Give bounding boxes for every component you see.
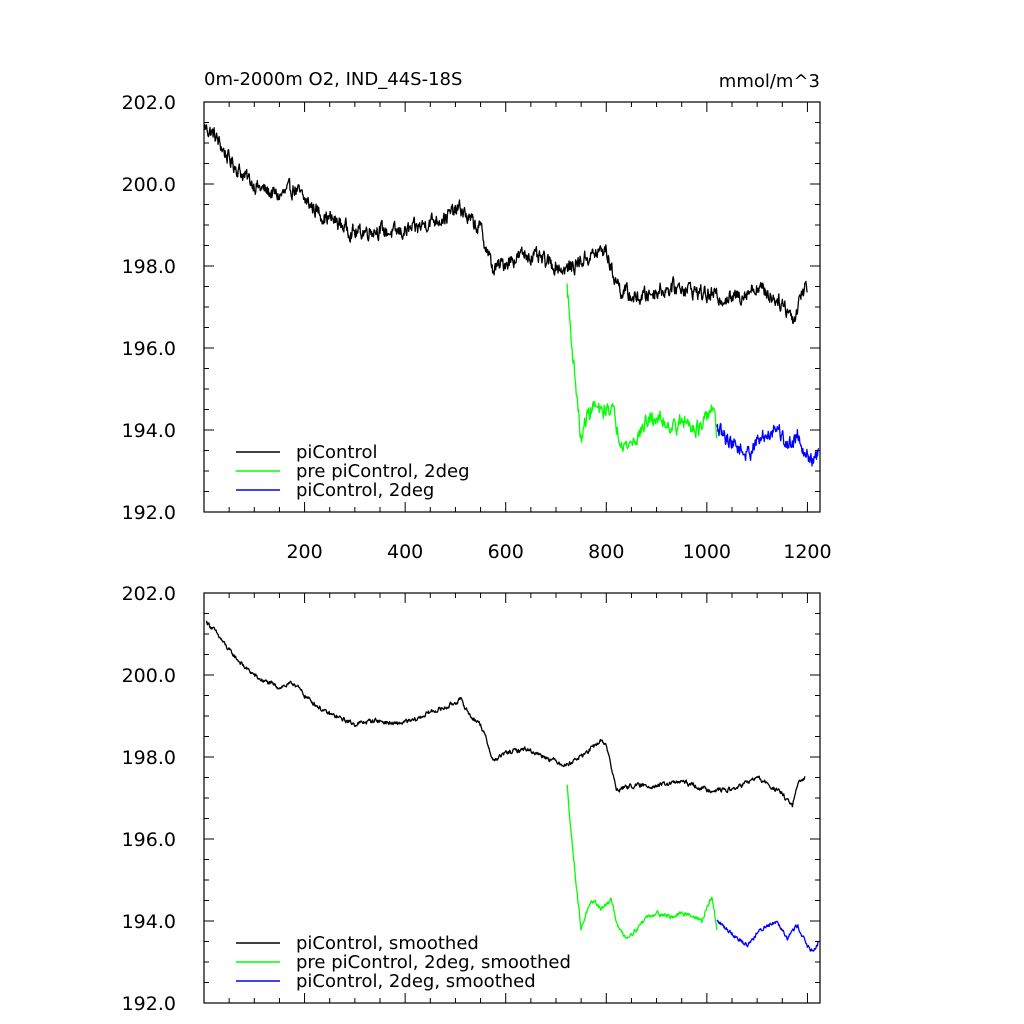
plot-frame: [203, 101, 821, 513]
series-line: [566, 283, 718, 453]
y-tick-label: 202.0: [122, 92, 176, 114]
series-line: [566, 784, 718, 939]
ticks-layer: 192.0 194.0 196.0 198.0 200.0 202.0 200 400 600 8…: [122, 92, 832, 563]
bottom-panel: 192.0 194.0 196.0 198.0 200.0 202.0 piControl…: [122, 583, 821, 1015]
y-tick-label: 200.0: [122, 665, 176, 687]
ticks-layer: 192.0 194.0 196.0 198.0 200.0 202.0: [122, 583, 820, 1015]
series-layer: [205, 620, 819, 952]
y-tick-label: 202.0: [122, 583, 176, 605]
legend-label: piControl, 2deg, smoothed: [296, 971, 536, 992]
legend-label: piControl, smoothed: [296, 933, 479, 954]
x-tick-label: 1000: [683, 541, 731, 563]
y-tick-label: 194.0: [122, 911, 176, 933]
y-tick-label: 198.0: [122, 747, 176, 769]
units-label: mmol/m^3: [719, 71, 820, 92]
legend-label: pre piControl, 2deg, smoothed: [296, 952, 571, 973]
legend-label: piControl: [296, 442, 378, 463]
y-tick-label: 192.0: [122, 502, 176, 524]
y-tick-label: 196.0: [122, 338, 176, 360]
plot-frame: [203, 592, 821, 1004]
series-line: [716, 919, 819, 952]
y-tick-label: 194.0: [122, 420, 176, 442]
y-tick-label: 196.0: [122, 829, 176, 851]
x-tick-label: 400: [387, 541, 423, 563]
series-line: [716, 422, 820, 467]
x-tick-label: 800: [588, 541, 624, 563]
y-tick-label: 200.0: [122, 174, 176, 196]
y-tick-label: 198.0: [122, 256, 176, 278]
top-panel: 0m-2000m O2, IND_44S-18S mmol/m^3 192.01…: [122, 69, 832, 563]
x-tick-label: 1200: [783, 541, 831, 563]
y-tick-label: 192.0: [122, 993, 176, 1015]
series-layer: [203, 123, 820, 467]
x-tick-label: 600: [488, 541, 524, 563]
series-line: [203, 123, 808, 324]
legend-label: pre piControl, 2deg: [296, 461, 470, 482]
series-line: [205, 620, 806, 808]
x-tick-label: 200: [286, 541, 322, 563]
legend-label: piControl, 2deg: [296, 480, 434, 501]
chart-title: 0m-2000m O2, IND_44S-18S: [204, 69, 462, 90]
